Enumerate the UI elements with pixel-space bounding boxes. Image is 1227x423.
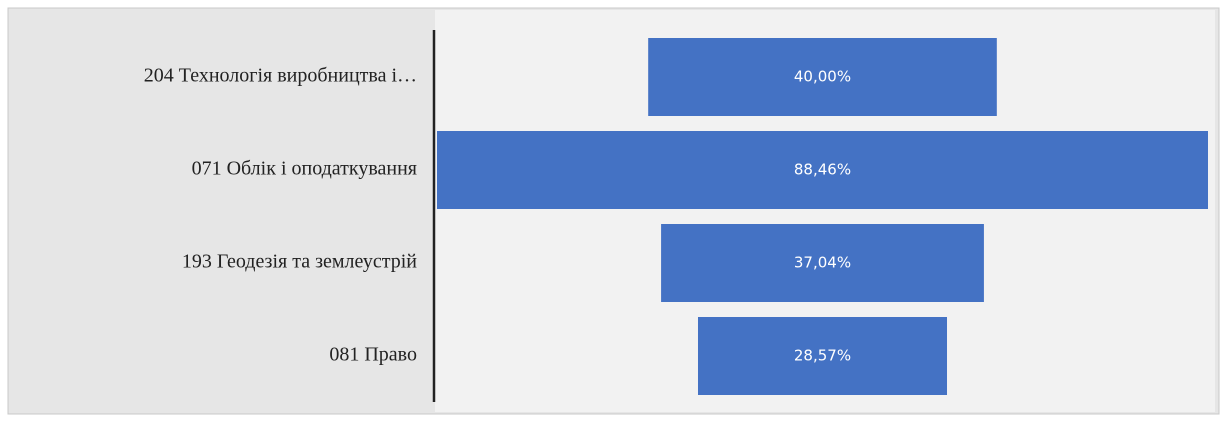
data-label: 88,46% [794, 161, 851, 179]
funnel-bar [437, 131, 1208, 209]
category-label: 081 Право [329, 344, 417, 366]
funnel-bar [697, 317, 948, 395]
data-label: 37,04% [794, 254, 851, 272]
category-label: 193 Геодезія та землеустрій [182, 251, 417, 273]
data-label: 28,57% [794, 347, 851, 365]
category-label: 071 Облік і оподаткування [192, 158, 417, 180]
data-label: 40,00% [794, 68, 851, 86]
category-label: 204 Технологія виробництва і… [144, 65, 417, 87]
funnel-bar [661, 224, 984, 302]
funnel-bar [648, 38, 997, 116]
